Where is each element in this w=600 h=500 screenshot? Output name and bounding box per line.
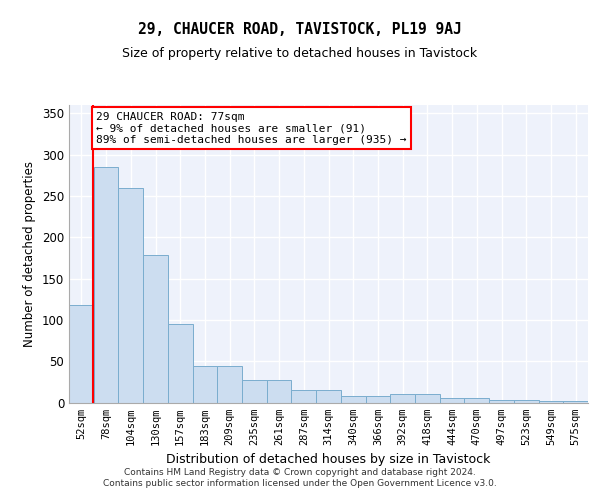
Text: Contains HM Land Registry data © Crown copyright and database right 2024.
Contai: Contains HM Land Registry data © Crown c… [103,468,497,487]
Text: 29 CHAUCER ROAD: 77sqm
← 9% of detached houses are smaller (91)
89% of semi-deta: 29 CHAUCER ROAD: 77sqm ← 9% of detached … [97,112,407,145]
Bar [341,396,365,402]
Bar [464,398,489,402]
Bar [242,380,267,402]
Bar [69,305,94,402]
Bar [94,167,118,402]
Bar [390,394,415,402]
Bar [316,390,341,402]
Bar [489,400,514,402]
Bar [440,398,464,402]
Text: Size of property relative to detached houses in Tavistock: Size of property relative to detached ho… [122,48,478,60]
Bar [365,396,390,402]
Text: 29, CHAUCER ROAD, TAVISTOCK, PL19 9AJ: 29, CHAUCER ROAD, TAVISTOCK, PL19 9AJ [138,22,462,38]
Bar [118,188,143,402]
Bar [193,366,217,403]
Bar [143,256,168,402]
Bar [267,380,292,402]
X-axis label: Distribution of detached houses by size in Tavistock: Distribution of detached houses by size … [166,453,491,466]
Bar [292,390,316,402]
Bar [415,394,440,402]
Y-axis label: Number of detached properties: Number of detached properties [23,161,37,347]
Bar [168,324,193,402]
Bar [514,400,539,402]
Bar [563,401,588,402]
Bar [217,366,242,403]
Bar [539,401,563,402]
